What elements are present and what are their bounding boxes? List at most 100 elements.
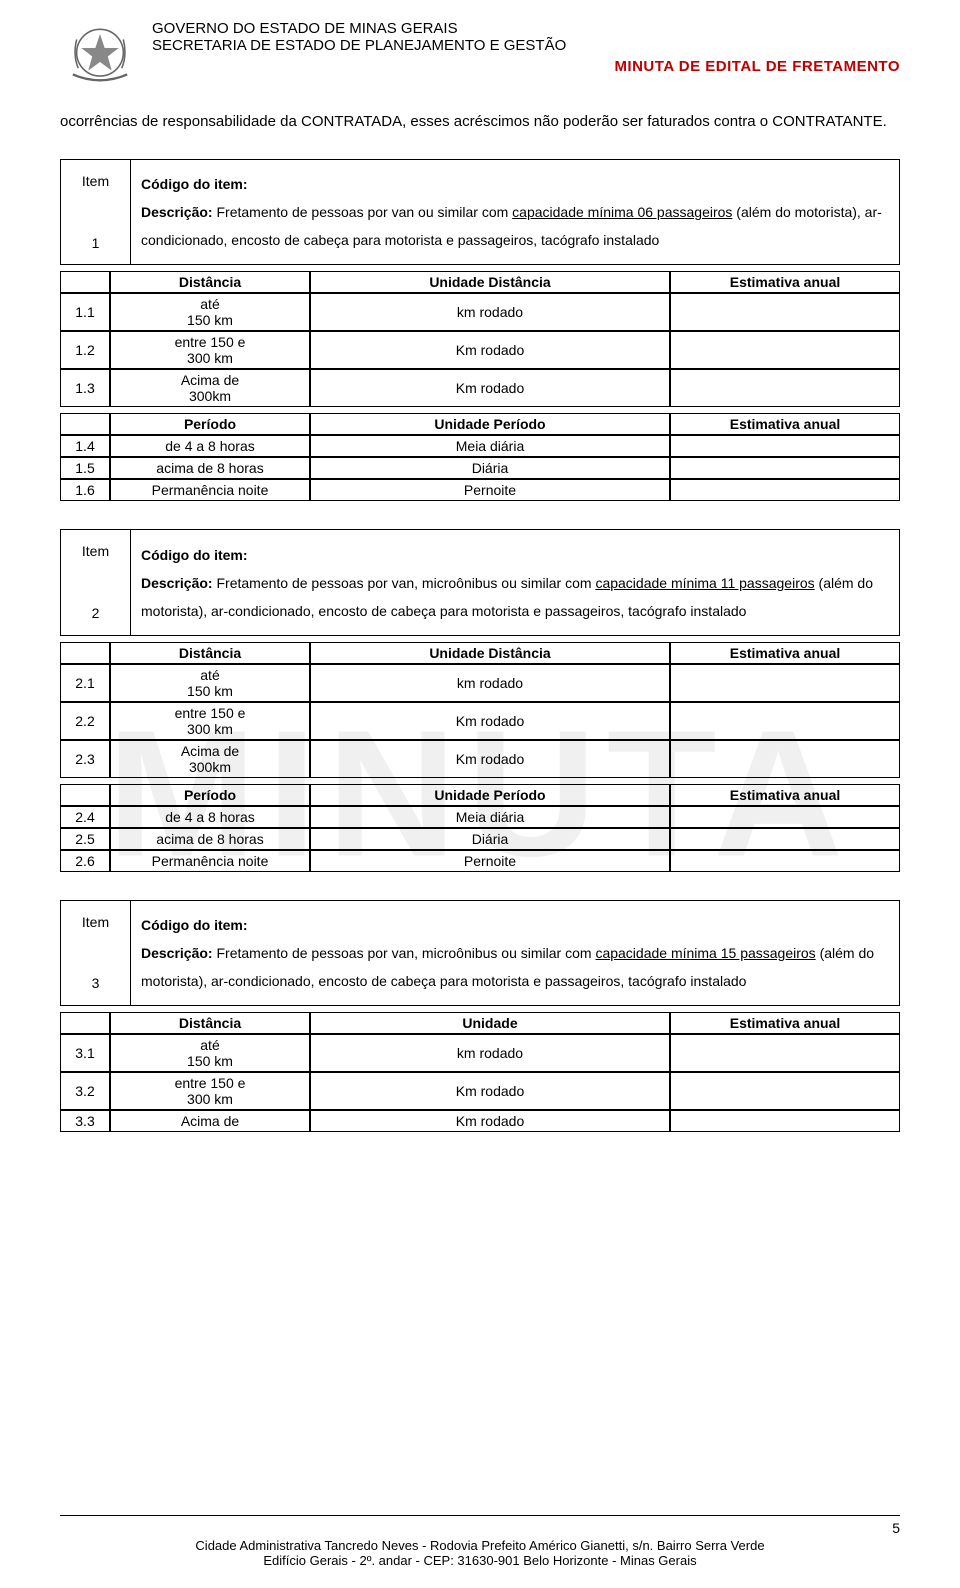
distancia-table: DistânciaUnidade DistânciaEstimativa anu… [60, 271, 900, 501]
row-est [670, 331, 900, 369]
row-est [670, 293, 900, 331]
row-label: Permanência noite [110, 850, 310, 872]
item-left-label: Item2 [61, 530, 131, 635]
distancia-table: DistânciaUnidade DistânciaEstimativa anu… [60, 642, 900, 872]
row-unit: Km rodado [310, 331, 670, 369]
row-label: Permanência noite [110, 479, 310, 501]
table-row: 3.2entre 150 e300 kmKm rodado [60, 1072, 900, 1110]
desc-underline: capacidade mínima 06 passageiros [512, 204, 732, 220]
item-block: Item1Código do item:Descrição: Fretament… [60, 159, 900, 501]
row-unit: Diária [310, 828, 670, 850]
estimativa-header: Estimativa anual [670, 1012, 900, 1034]
distancia-header: Distância [110, 271, 310, 293]
unit-dist-header: Unidade Distância [310, 271, 670, 293]
blank-header [60, 413, 110, 435]
item-desc-cell: Código do item:Descrição: Fretamento de … [131, 900, 900, 1005]
row-unit: Km rodado [310, 702, 670, 740]
minuta-title: MINUTA DE EDITAL DE FRETAMENTO [152, 58, 900, 75]
row-idx: 2.3 [60, 740, 110, 778]
row-idx: 1.4 [60, 435, 110, 457]
row-unit: Pernoite [310, 479, 670, 501]
codigo-label: Código do item: [141, 547, 248, 563]
row-est [670, 806, 900, 828]
row-label: de 4 a 8 horas [110, 806, 310, 828]
table-row: 1.2entre 150 e300 kmKm rodado [60, 331, 900, 369]
row-label: de 4 a 8 horas [110, 435, 310, 457]
row-est [670, 664, 900, 702]
row-unit: Meia diária [310, 806, 670, 828]
table-row: 2.2entre 150 e300 kmKm rodado [60, 702, 900, 740]
row-idx: 3.1 [60, 1034, 110, 1072]
row-label: entre 150 e300 km [110, 702, 310, 740]
row-idx: 3.3 [60, 1110, 110, 1132]
row-label: acima de 8 horas [110, 828, 310, 850]
footer-line1: Cidade Administrativa Tancredo Neves - R… [60, 1538, 900, 1553]
row-est [670, 740, 900, 778]
row-est [670, 479, 900, 501]
row-unit: Pernoite [310, 850, 670, 872]
estimativa-header: Estimativa anual [670, 413, 900, 435]
estimativa-header: Estimativa anual [670, 271, 900, 293]
row-unit: Diária [310, 457, 670, 479]
row-label: acima de 8 horas [110, 457, 310, 479]
item-desc-cell: Código do item: Descrição: Fretamento de … [131, 160, 900, 265]
row-label: entre 150 e300 km [110, 331, 310, 369]
row-unit: Km rodado [310, 1110, 670, 1132]
table-row: 2.6Permanência noitePernoite [60, 850, 900, 872]
row-label: até150 km [110, 1034, 310, 1072]
desc-plain: Fretamento de pessoas por van, microônib… [213, 575, 596, 591]
table-row: 2.4de 4 a 8 horasMeia diária [60, 806, 900, 828]
desc-underline: capacidade mínima 15 passageiros [595, 945, 815, 961]
row-idx: 1.5 [60, 457, 110, 479]
item-desc-box: Item1Código do item:Descrição: Fretament… [60, 159, 900, 265]
desc-underline: capacidade mínima 11 passageiros [595, 575, 814, 591]
unit-dist-header: Unidade [310, 1012, 670, 1034]
row-idx: 3.2 [60, 1072, 110, 1110]
table-row: 1.1até150 kmkm rodado [60, 293, 900, 331]
gov-line1: GOVERNO DO ESTADO DE MINAS GERAIS [152, 20, 900, 37]
row-est [670, 1072, 900, 1110]
blank-header [60, 271, 110, 293]
row-idx: 2.5 [60, 828, 110, 850]
row-est [670, 369, 900, 407]
row-est [670, 1034, 900, 1072]
item-desc-box: Item2Código do item:Descrição: Fretament… [60, 529, 900, 635]
item-left-label: Item3 [61, 900, 131, 1005]
descricao-prefix: Descrição: [141, 945, 213, 961]
desc-plain: Fretamento de pessoas por van ou similar… [213, 204, 513, 220]
table-row: 3.3Acima deKm rodado [60, 1110, 900, 1132]
row-label: até150 km [110, 664, 310, 702]
row-est [670, 828, 900, 850]
row-idx: 2.2 [60, 702, 110, 740]
row-idx: 1.3 [60, 369, 110, 407]
distancia-header: Distância [110, 642, 310, 664]
row-unit: km rodado [310, 664, 670, 702]
row-label: Acima de300km [110, 740, 310, 778]
table-row: 3.1até150 kmkm rodado [60, 1034, 900, 1072]
page-footer: 5 Cidade Administrativa Tancredo Neves -… [60, 1515, 900, 1568]
codigo-label: Código do item: [141, 176, 248, 192]
footer-line2: Edifício Gerais - 2º. andar - CEP: 31630… [60, 1553, 900, 1568]
row-unit: Km rodado [310, 740, 670, 778]
row-label: Acima de300km [110, 369, 310, 407]
row-est [670, 1110, 900, 1132]
row-idx: 2.1 [60, 664, 110, 702]
state-crest-icon [60, 20, 140, 90]
periodo-header: Período [110, 413, 310, 435]
item-block: Item2Código do item:Descrição: Fretament… [60, 529, 900, 871]
table-row: 1.4de 4 a 8 horasMeia diária [60, 435, 900, 457]
gov-line2: SECRETARIA DE ESTADO DE PLANEJAMENTO E G… [152, 37, 900, 54]
item-desc-box: Item3Código do item:Descrição: Fretament… [60, 900, 900, 1006]
distancia-header: Distância [110, 1012, 310, 1034]
row-idx: 1.6 [60, 479, 110, 501]
row-est [670, 702, 900, 740]
estimativa-header: Estimativa anual [670, 642, 900, 664]
row-idx: 1.1 [60, 293, 110, 331]
table-row: 2.5acima de 8 horasDiária [60, 828, 900, 850]
row-unit: Meia diária [310, 435, 670, 457]
desc-plain: Fretamento de pessoas por van, microônib… [213, 945, 596, 961]
table-row: 2.3Acima de300kmKm rodado [60, 740, 900, 778]
descricao-prefix: Descrição: [141, 204, 213, 220]
page-header: GOVERNO DO ESTADO DE MINAS GERAIS SECRET… [60, 20, 900, 90]
row-label: até150 km [110, 293, 310, 331]
